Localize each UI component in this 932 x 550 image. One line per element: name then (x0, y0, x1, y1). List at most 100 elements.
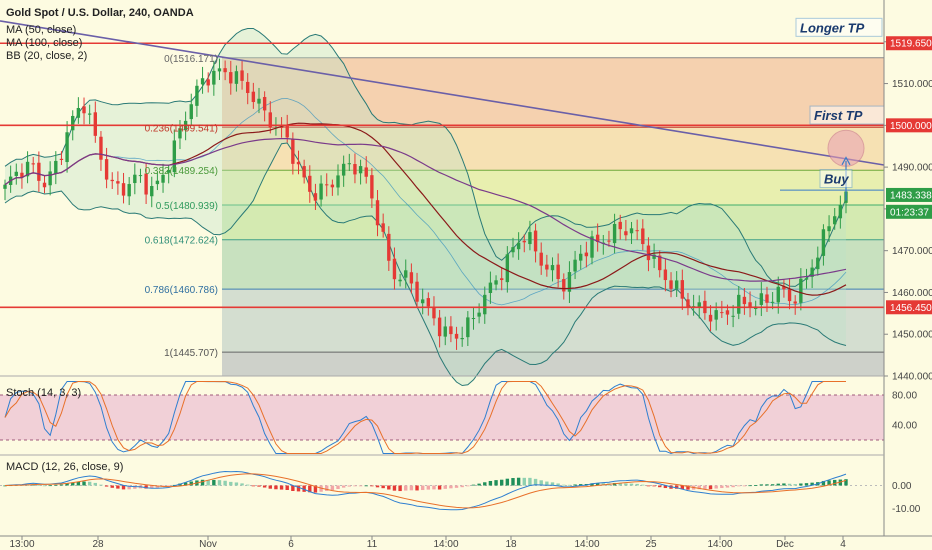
macd-histogram-bar (262, 485, 267, 488)
macd-histogram-bar (753, 485, 758, 486)
candle-body (483, 294, 487, 315)
macd-histogram-bar (635, 483, 639, 486)
indicator-label: MA (100, close) (6, 37, 82, 49)
candle-body (392, 258, 397, 280)
candle-body (229, 72, 233, 84)
candle-body (296, 161, 301, 165)
time-tick-label: 14:00 (433, 539, 458, 550)
candle-body (110, 179, 114, 182)
candle-body (93, 112, 98, 136)
macd-histogram-bar (737, 485, 741, 487)
price-tag-label: 01:23:37 (890, 207, 929, 218)
macd-histogram-bar (821, 480, 826, 486)
macd-histogram-bar (595, 483, 600, 486)
ma100-line (4, 138, 847, 282)
bollinger-upper (4, 28, 847, 287)
macd-histogram-bar (381, 485, 385, 489)
candle-body (3, 184, 7, 189)
macd-histogram-bar (279, 485, 284, 490)
candle-body (776, 286, 780, 303)
macd-histogram-bar (420, 485, 425, 491)
macd-histogram-bar (370, 485, 374, 487)
annotation-text: Longer TP (800, 20, 865, 35)
price-tag (886, 118, 932, 133)
candle-body (127, 184, 131, 197)
indicator-legend: Gold Spot / U.S. Dollar, 240, OANDA MA (5… (6, 7, 194, 62)
macd-histogram-bar (274, 485, 278, 490)
macd-histogram-bar (99, 484, 103, 486)
macd-histogram-bar (144, 485, 148, 489)
macd-histogram-bar (341, 485, 346, 488)
candle-body (697, 302, 701, 308)
candle-body (398, 279, 402, 282)
candle-body (646, 245, 651, 261)
candle-body (720, 312, 724, 314)
chart-title: Gold Spot / U.S. Dollar, 240, OANDA (6, 7, 194, 19)
price-axis-background (884, 0, 932, 550)
candle-body (804, 278, 809, 280)
macd-histogram-bar (82, 481, 86, 486)
candle-body (133, 174, 137, 184)
macd-histogram-bar (48, 485, 52, 487)
candle-body (748, 302, 752, 308)
macd-histogram-bar (765, 484, 769, 486)
macd-histogram-bar (172, 484, 177, 486)
macd-histogram-bar (375, 485, 380, 488)
macd-histogram-bar (150, 485, 154, 489)
macd-histogram-bar (93, 482, 98, 486)
price-tag (886, 187, 932, 202)
candle-body (212, 70, 216, 85)
candle-body (663, 269, 668, 281)
bollinger-fill (5, 28, 846, 386)
candle-body (533, 230, 538, 252)
fib-label: 0(1516.171) (164, 54, 218, 65)
macd-histogram-bar (437, 485, 442, 490)
macd-histogram-bar (200, 479, 205, 486)
candle-body (415, 281, 419, 302)
price-tick-label: 1470.000 (892, 246, 932, 257)
candle-body (528, 232, 532, 245)
macd-histogram-bar (483, 482, 487, 486)
indicator-label: BB (20, close, 2) (6, 50, 87, 62)
candle-body (150, 186, 154, 197)
macd-histogram-bar (567, 484, 572, 486)
macd-histogram-bar (556, 483, 560, 486)
macd-histogram-bar (624, 483, 628, 486)
candle-body (138, 175, 143, 177)
candle-body (550, 265, 555, 271)
macd-histogram-bar (782, 483, 786, 486)
candle-body (161, 174, 165, 183)
macd-histogram-bar (3, 485, 7, 487)
macd-histogram-bar (251, 485, 256, 487)
macd-histogram-bar (550, 482, 555, 486)
candle-body (545, 264, 549, 270)
time-tick-label: Dec (776, 539, 794, 550)
candle-body (680, 280, 685, 299)
fib-zone (222, 57, 884, 128)
stoch-d-line (4, 380, 846, 454)
macd-histogram-bar (500, 479, 504, 486)
macd-signal-line (4, 473, 847, 509)
price-tag (886, 36, 932, 51)
candle-body (14, 171, 18, 176)
candle-body (279, 126, 284, 128)
macd-histogram-bar (703, 485, 707, 490)
macd-histogram-bar (42, 485, 47, 487)
candle-body (234, 71, 239, 84)
macd-histogram-bar (748, 485, 752, 487)
candle-body (116, 181, 120, 184)
macd-histogram-bar (579, 484, 583, 486)
candle-body (816, 257, 820, 270)
macd-histogram-bar (720, 485, 724, 489)
candle-body (353, 164, 357, 175)
candle-body (313, 193, 318, 201)
candle-body (579, 253, 583, 261)
candle-body (104, 159, 109, 180)
macd-histogram-bar (827, 480, 831, 486)
candle-body (358, 166, 363, 174)
candle-body (658, 255, 662, 271)
candle-body (432, 307, 436, 319)
candle-body (641, 228, 645, 245)
macd-histogram-bar (398, 485, 402, 492)
